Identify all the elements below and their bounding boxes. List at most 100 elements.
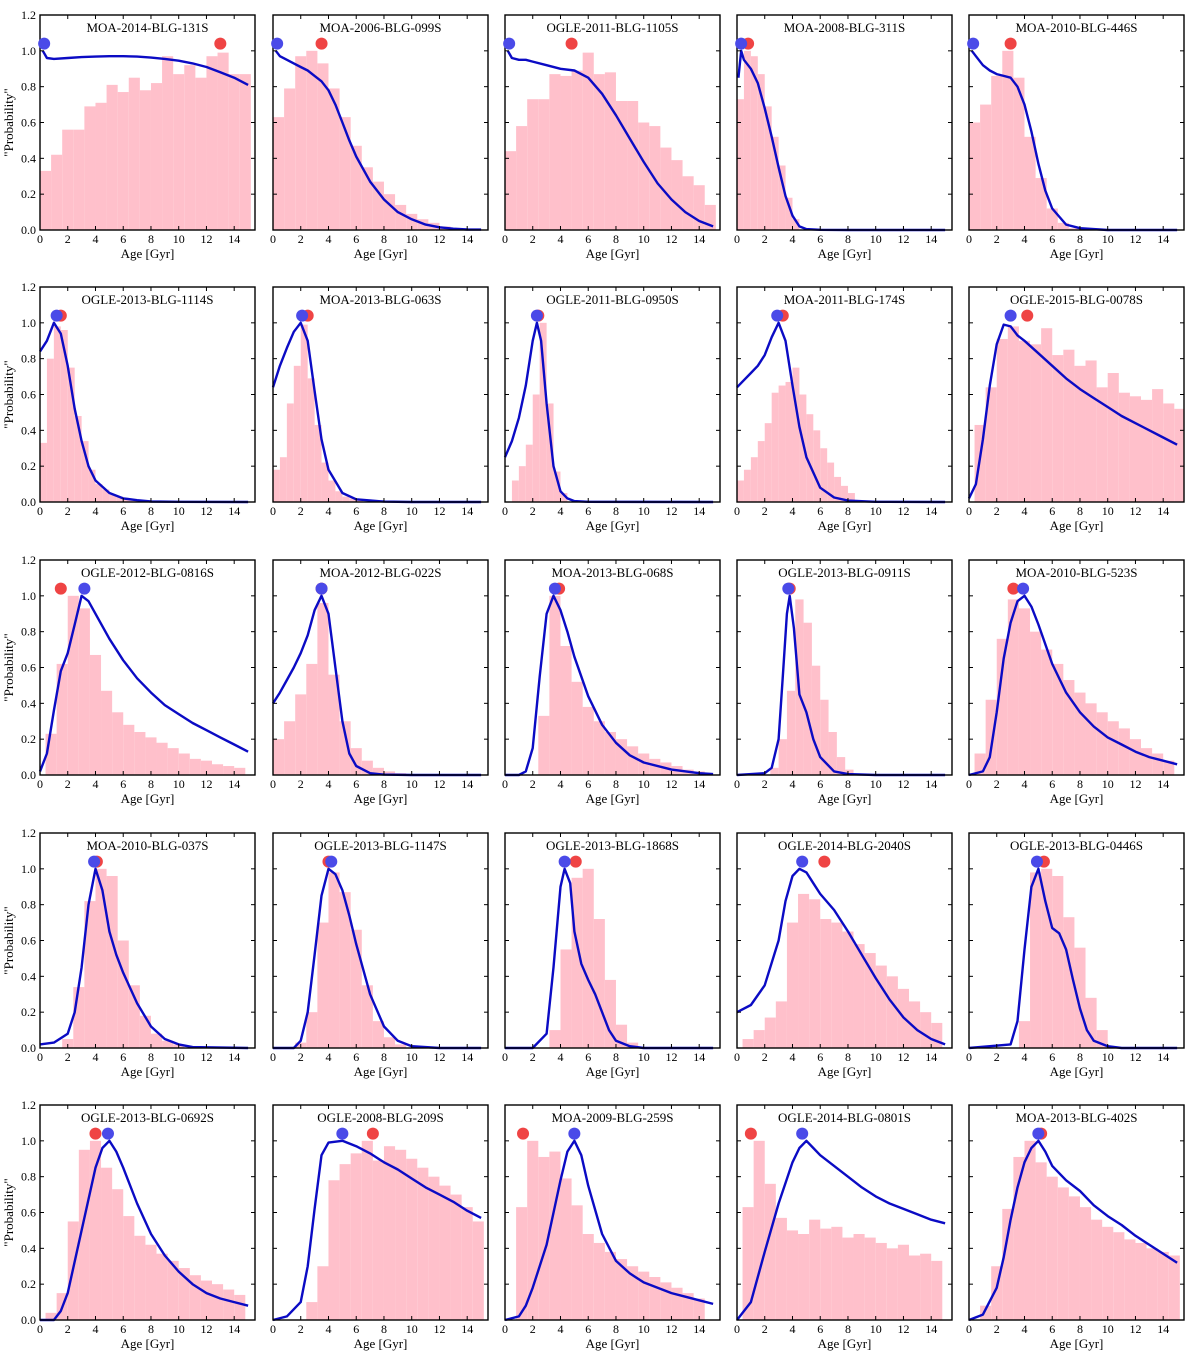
histogram-bar — [1002, 1208, 1014, 1320]
x-tick-label: 0 — [37, 1050, 43, 1064]
x-tick-label: 8 — [613, 232, 619, 246]
x-tick-label: 8 — [381, 232, 387, 246]
x-axis-label: Age [Gyr] — [1050, 791, 1104, 806]
x-tick-label: 4 — [557, 777, 563, 791]
histogram-bar — [1046, 1176, 1058, 1320]
histogram-bar — [931, 1022, 943, 1048]
histogram-bar — [1052, 663, 1064, 775]
y-tick-label: 1.2 — [21, 553, 36, 567]
histogram-bar — [406, 1158, 418, 1320]
histogram-bar — [704, 204, 716, 230]
histogram-bar — [139, 1015, 151, 1048]
chart-panel: OGLE-2014-BLG-2040S 0 2 4 6 8 10 12 14 Age [Gyr] — [734, 832, 953, 1079]
panel-title: OGLE-2013-BLG-1147S — [314, 838, 446, 853]
histogram-bar — [89, 654, 102, 775]
x-tick-label: 10 — [638, 504, 650, 518]
x-tick-label: 12 — [433, 777, 445, 791]
x-tick-label: 14 — [461, 1322, 473, 1336]
x-tick-label: 4 — [92, 1322, 98, 1336]
histogram-bar — [775, 1217, 787, 1320]
panel-title: OGLE-2014-BLG-0801S — [778, 1110, 911, 1125]
red-marker — [565, 37, 578, 50]
histogram-bar — [461, 1207, 473, 1320]
probability-curve — [736, 321, 946, 504]
x-tick-label: 4 — [557, 232, 563, 246]
y-tick-label: 0.4 — [21, 1241, 36, 1255]
histogram-bar — [627, 746, 639, 775]
histogram-bar — [974, 753, 986, 775]
histogram-bar — [538, 1156, 550, 1320]
x-tick-label: 12 — [200, 1050, 212, 1064]
histogram-bar — [532, 394, 540, 502]
x-tick-label: 8 — [148, 232, 154, 246]
x-tick-label: 10 — [1102, 777, 1114, 791]
probability-curve — [271, 321, 482, 504]
chart-panel: OGLE-2011-BLG-0950S 0 2 4 6 8 10 12 14 Age [Gyr] — [502, 286, 721, 533]
histogram-bar — [350, 748, 362, 775]
histogram-bar — [339, 721, 351, 775]
histogram-bar — [549, 1030, 561, 1048]
probability-curve — [506, 50, 714, 228]
x-tick-label: 10 — [406, 1322, 418, 1336]
histogram-bar — [1068, 1196, 1080, 1320]
chart-panel: MOA-2010-BLG-446S 0 2 4 6 8 10 12 14 Age [Gyr] — [966, 14, 1185, 261]
histogram-bar — [1018, 1021, 1031, 1048]
histogram-bar — [78, 608, 90, 775]
histogram-bar — [339, 117, 351, 230]
blue-marker — [336, 1127, 349, 1140]
histogram-bar — [273, 117, 285, 230]
histogram-bar — [660, 1282, 672, 1320]
histogram-bar — [95, 102, 107, 230]
histogram-bar — [1113, 1232, 1125, 1320]
probability-curve — [273, 867, 482, 1050]
histogram-bar — [123, 724, 135, 775]
x-tick-label: 6 — [1049, 1322, 1055, 1336]
histogram-bar — [604, 979, 616, 1048]
y-axis-label: "Probability" — [1, 88, 16, 156]
y-tick-label: 0.2 — [21, 459, 36, 473]
x-tick-label: 10 — [638, 1050, 650, 1064]
chart-panel: OGLE-2015-BLG-0078S 0 2 4 6 8 10 12 14 Age [Gyr] — [966, 286, 1185, 533]
histogram-bar — [1035, 1162, 1047, 1320]
histogram-bar — [549, 74, 561, 230]
chart-panel: MOA-2012-BLG-022S 0 2 4 6 8 10 12 14 Age [Gyr] — [270, 559, 489, 806]
y-tick-label: 0.0 — [21, 1313, 36, 1327]
x-tick-label: 10 — [406, 1050, 418, 1064]
histogram-bar — [1018, 608, 1031, 775]
histogram-bar — [1141, 748, 1153, 775]
x-tick-label: 10 — [173, 1050, 185, 1064]
chart-panel: OGLE-2013-BLG-1147S 0 2 4 6 8 10 12 14 Age [Gyr] — [270, 832, 489, 1079]
histogram-bar — [560, 493, 568, 502]
histogram-bar — [167, 748, 179, 775]
probability-curve — [503, 321, 714, 504]
histogram-bar — [553, 471, 561, 502]
histogram-bar — [1024, 1140, 1036, 1320]
histogram-bar — [395, 204, 407, 230]
histogram-bar — [1079, 1207, 1092, 1320]
panel-title: MOA-2008-BLG-311S — [784, 20, 906, 35]
histogram-bar — [786, 922, 799, 1048]
y-tick-label: 0.4 — [21, 969, 36, 983]
x-tick-label: 0 — [270, 232, 276, 246]
histogram-bar — [682, 176, 694, 230]
chart-panel: OGLE-2013-BLG-1114S 0 2 4 6 8 10 12 14 Age [Gyr] 0… — [1, 280, 256, 533]
x-axis-label: Age [Gyr] — [818, 518, 872, 533]
histogram-bar — [1035, 178, 1047, 230]
red-marker — [569, 855, 582, 868]
x-tick-label: 2 — [762, 504, 768, 518]
x-tick-label: 2 — [298, 777, 304, 791]
panel-title: OGLE-2011-BLG-0950S — [546, 292, 678, 307]
histogram-bar — [771, 392, 779, 502]
blue-marker — [325, 855, 338, 868]
blue-marker — [101, 1127, 114, 1140]
x-axis-label: Age [Gyr] — [121, 518, 175, 533]
probability-curve — [40, 1139, 249, 1322]
x-tick-label: 14 — [693, 504, 705, 518]
plot-frame — [736, 559, 953, 776]
panel-title: MOA-2009-BLG-259S — [551, 1110, 673, 1125]
panel-title: MOA-2010-BLG-446S — [1015, 20, 1137, 35]
x-tick-label: 6 — [585, 504, 591, 518]
histogram-bar — [339, 1164, 351, 1320]
histogram-bar — [317, 63, 329, 230]
x-tick-label: 6 — [120, 232, 126, 246]
